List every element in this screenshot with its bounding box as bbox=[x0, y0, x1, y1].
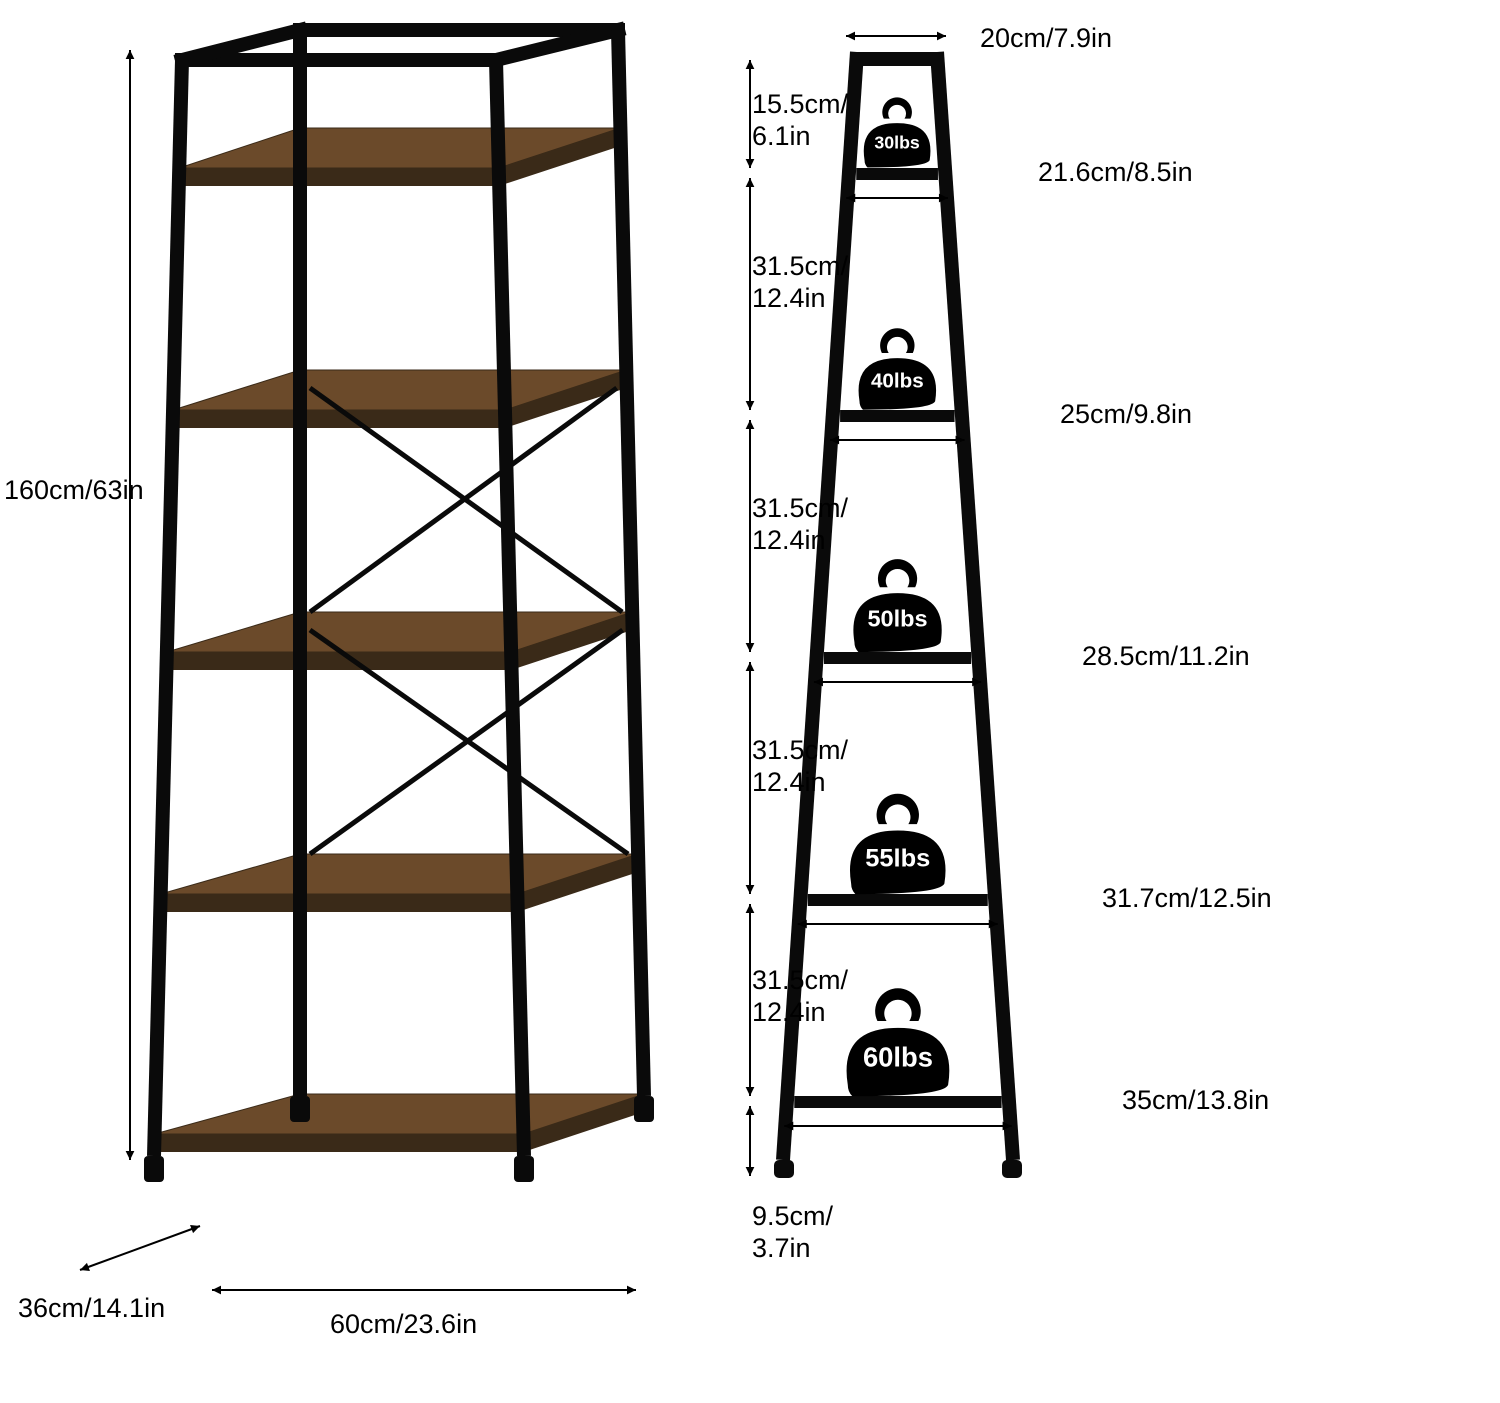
side-shelf bbox=[856, 168, 938, 180]
dim-gap: 31.5cm/ 12.4in bbox=[752, 492, 848, 557]
weight-label: 60lbs bbox=[863, 1042, 933, 1073]
dim-shelf-depth: 28.5cm/11.2in bbox=[1082, 640, 1250, 672]
side-shelf bbox=[808, 894, 988, 906]
dim-gap: 9.5cm/ 3.7in bbox=[752, 1200, 833, 1265]
foot bbox=[144, 1156, 164, 1182]
shelf-front bbox=[155, 1134, 524, 1152]
weight-label: 40lbs bbox=[871, 369, 924, 392]
side-shelf bbox=[824, 652, 971, 664]
dim-width: 60cm/23.6in bbox=[330, 1308, 477, 1340]
side-post bbox=[937, 52, 1013, 1160]
foot bbox=[290, 1096, 310, 1122]
dim-gap: 31.5cm/ 12.4in bbox=[752, 250, 848, 315]
frame-post bbox=[496, 60, 524, 1156]
foot bbox=[514, 1156, 534, 1182]
dim-shelf-depth: 25cm/9.8in bbox=[1060, 398, 1192, 430]
left-3d-view bbox=[144, 30, 654, 1182]
weight-icon: 60lbs bbox=[847, 988, 950, 1096]
weight-icon: 30lbs bbox=[864, 97, 931, 167]
frame-post bbox=[154, 60, 182, 1156]
shelf-front bbox=[173, 410, 505, 428]
weight-label: 55lbs bbox=[865, 845, 930, 873]
weight-icon: 50lbs bbox=[853, 559, 941, 652]
foot bbox=[634, 1096, 654, 1122]
dim-gap: 31.5cm/ 12.4in bbox=[752, 734, 848, 799]
weight-label: 30lbs bbox=[874, 132, 920, 152]
dim-depth: 36cm/14.1in bbox=[18, 1292, 165, 1324]
weight-icon: 40lbs bbox=[859, 328, 937, 409]
weight-icon: 55lbs bbox=[850, 794, 946, 894]
side-shelf bbox=[840, 410, 954, 422]
dim-gap: 15.5cm/ 6.1in bbox=[752, 88, 848, 153]
dim-height: 160cm/63in bbox=[4, 474, 144, 506]
shelf-front bbox=[167, 652, 511, 670]
dim-shelf-depth: 35cm/13.8in bbox=[1122, 1084, 1269, 1116]
dim-shelf-depth: 21.6cm/8.5in bbox=[1038, 156, 1193, 188]
frame-post bbox=[618, 30, 644, 1096]
shelf-front bbox=[161, 894, 518, 912]
dim-gap: 31.5cm/ 12.4in bbox=[752, 964, 848, 1029]
side-shelf bbox=[794, 1096, 1001, 1108]
weight-label: 50lbs bbox=[867, 605, 927, 631]
dim-shelf-depth: 31.7cm/12.5in bbox=[1102, 882, 1272, 914]
dim-top-width: 20cm/7.9in bbox=[980, 22, 1112, 54]
shelf-front bbox=[179, 168, 499, 186]
